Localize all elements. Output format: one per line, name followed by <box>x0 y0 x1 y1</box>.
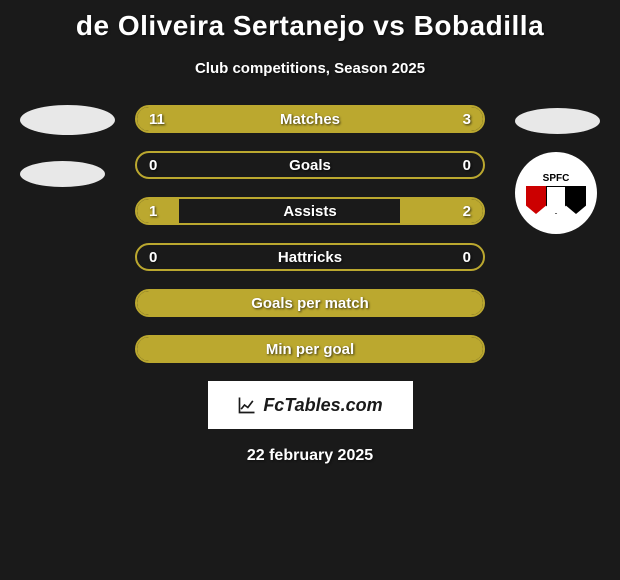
fctables-attribution: FcTables.com <box>208 381 413 429</box>
stat-bar: 11Matches3 <box>135 105 485 133</box>
fctables-text: FcTables.com <box>263 395 382 416</box>
stat-value-right: 2 <box>463 203 471 220</box>
left-club-shape-2 <box>20 161 105 187</box>
spfc-shield-icon <box>526 186 586 214</box>
date-label: 22 february 2025 <box>0 447 620 465</box>
stat-label: Goals per match <box>137 295 483 312</box>
left-club-badges <box>20 105 115 187</box>
stat-bar: Goals per match <box>135 289 485 317</box>
stat-label: Assists <box>137 203 483 220</box>
stat-label: Hattricks <box>137 249 483 266</box>
stat-row: Min per goal <box>0 335 620 363</box>
left-club-shape-1 <box>20 105 115 135</box>
spfc-badge: SPFC <box>515 152 597 234</box>
stat-bar: 1Assists2 <box>135 197 485 225</box>
stat-row: 0Hattricks0 <box>0 243 620 271</box>
right-club-shape-1 <box>515 108 600 134</box>
stat-bar: 0Hattricks0 <box>135 243 485 271</box>
stats-container: SPFC 11Matches30Goals01Assists20Hattrick… <box>0 105 620 363</box>
stat-bar: 0Goals0 <box>135 151 485 179</box>
right-club-badges: SPFC <box>515 108 600 234</box>
stat-value-right: 3 <box>463 111 471 128</box>
stat-label: Goals <box>137 157 483 174</box>
stat-value-right: 0 <box>463 157 471 174</box>
stat-label: Min per goal <box>137 341 483 358</box>
stat-bar: Min per goal <box>135 335 485 363</box>
stat-label: Matches <box>137 111 483 128</box>
spfc-badge-text: SPFC <box>526 173 586 184</box>
fctables-logo-icon <box>237 395 257 415</box>
stat-value-right: 0 <box>463 249 471 266</box>
comparison-title: de Oliveira Sertanejo vs Bobadilla <box>0 10 620 42</box>
stat-row: Goals per match <box>0 289 620 317</box>
season-subtitle: Club competitions, Season 2025 <box>0 60 620 77</box>
